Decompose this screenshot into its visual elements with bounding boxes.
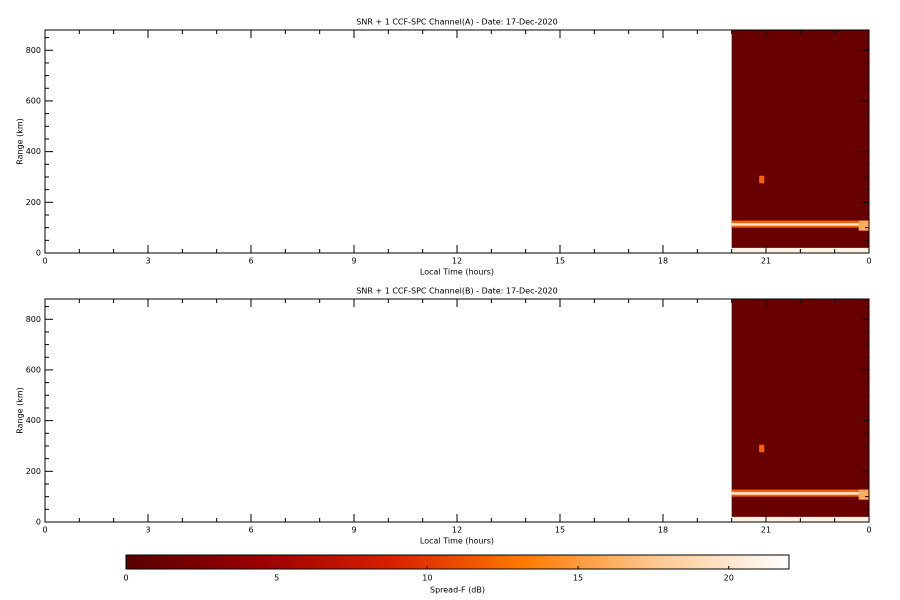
x-tick-label: 6 <box>248 257 253 266</box>
y-tick-label: 600 <box>26 365 41 374</box>
x-tick-label: 0 <box>866 526 871 535</box>
x-tick-label: 9 <box>351 257 356 266</box>
x-tick-label: 15 <box>555 257 565 266</box>
heat-cell <box>858 220 869 231</box>
y-tick-label: 0 <box>36 518 41 527</box>
x-tick-label: 12 <box>452 526 462 535</box>
y-axis-label: Range (km) <box>16 387 25 434</box>
colorbar-tick-label: 10 <box>422 574 432 583</box>
heat-cell <box>731 492 869 495</box>
y-tick-label: 200 <box>26 198 41 207</box>
x-tick-label: 12 <box>452 257 462 266</box>
y-tick-label: 400 <box>26 416 41 425</box>
y-axis-label: Range (km) <box>16 118 25 165</box>
x-tick-label: 18 <box>658 257 668 266</box>
x-tick-label: 0 <box>866 257 871 266</box>
heat-cell <box>731 299 869 517</box>
chart-title: SNR + 1 CCF-SPC Channel(B) - Date: 17-De… <box>356 287 557 296</box>
colorbar-label: Spread-F (dB) <box>430 586 485 595</box>
y-tick-label: 600 <box>26 96 41 105</box>
x-tick-label: 21 <box>761 526 771 535</box>
x-tick-label: 6 <box>248 526 253 535</box>
y-tick-label: 800 <box>26 315 41 324</box>
heat-cell <box>731 30 869 248</box>
x-tick-label: 3 <box>145 257 150 266</box>
x-tick-label: 18 <box>658 526 668 535</box>
colorbar-tick-label: 15 <box>573 574 583 583</box>
heat-cell <box>731 223 869 226</box>
x-tick-label: 3 <box>145 526 150 535</box>
colorbar-tick-label: 5 <box>274 574 279 583</box>
y-tick-label: 400 <box>26 147 41 156</box>
y-tick-label: 200 <box>26 467 41 476</box>
x-tick-label: 21 <box>761 257 771 266</box>
colorbar-tick-label: 0 <box>123 574 128 583</box>
x-tick-label: 9 <box>351 526 356 535</box>
colorbar-tick-label: 20 <box>724 574 734 583</box>
y-tick-label: 0 <box>36 249 41 258</box>
x-tick-label: 0 <box>42 257 47 266</box>
x-axis-label: Local Time (hours) <box>420 268 494 277</box>
heat-cell <box>858 489 869 500</box>
heat-cell <box>759 444 765 453</box>
x-tick-label: 15 <box>555 526 565 535</box>
chart-title: SNR + 1 CCF-SPC Channel(A) - Date: 17-De… <box>356 18 557 27</box>
x-axis-label: Local Time (hours) <box>420 537 494 546</box>
colorbar <box>125 554 790 570</box>
x-tick-label: 0 <box>42 526 47 535</box>
y-tick-label: 800 <box>26 46 41 55</box>
heat-cell <box>759 175 765 184</box>
